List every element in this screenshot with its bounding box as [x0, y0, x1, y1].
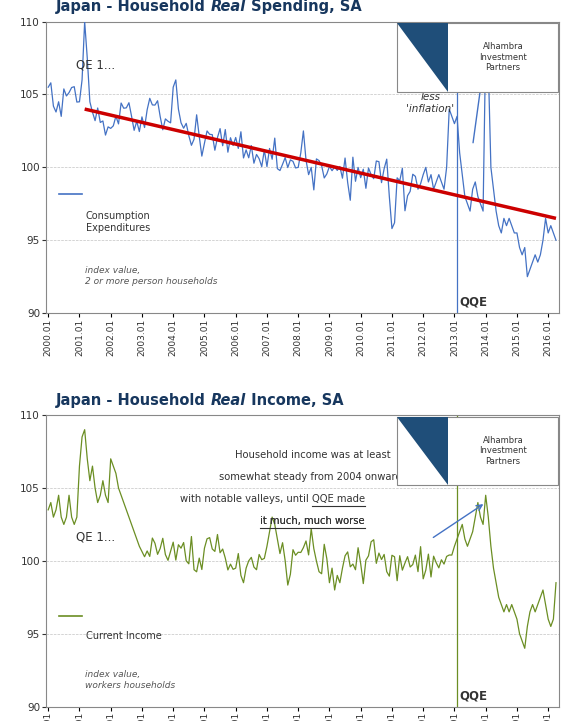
Text: QQE: QQE — [459, 296, 488, 309]
Text: somewhat steady from 2004 onward,: somewhat steady from 2004 onward, — [219, 472, 405, 482]
Text: index value,
workers households: index value, workers households — [85, 670, 175, 689]
Text: Current Income: Current Income — [86, 631, 162, 641]
Text: QQE made: QQE made — [312, 494, 365, 504]
FancyBboxPatch shape — [397, 23, 557, 92]
Text: Income, SA: Income, SA — [246, 393, 344, 408]
Text: with notable valleys, until: with notable valleys, until — [181, 494, 312, 504]
Polygon shape — [397, 23, 449, 92]
Text: it much, much worse: it much, much worse — [260, 516, 365, 526]
Text: Japan - Household: Japan - Household — [56, 393, 211, 408]
Text: QE 1...: QE 1... — [76, 58, 116, 71]
Text: index value,
2 or more person households: index value, 2 or more person households — [85, 267, 217, 286]
Text: QQE: QQE — [459, 689, 488, 702]
Text: it much, much worse: it much, much worse — [260, 516, 365, 526]
Text: Real: Real — [211, 0, 246, 14]
Text: Japan - Household: Japan - Household — [56, 0, 211, 14]
Text: Alhambra
Investment
Partners: Alhambra Investment Partners — [479, 43, 527, 72]
Text: Consumption
Expenditures: Consumption Expenditures — [86, 211, 150, 233]
Text: less
'inflation': less 'inflation' — [406, 92, 454, 114]
Text: Household income was at least: Household income was at least — [234, 450, 390, 460]
Text: Real: Real — [211, 393, 246, 408]
Text: Spending, SA: Spending, SA — [246, 0, 362, 14]
Polygon shape — [397, 417, 449, 485]
FancyBboxPatch shape — [397, 417, 557, 485]
Text: QE 1...: QE 1... — [76, 531, 116, 544]
Text: Alhambra
Investment
Partners: Alhambra Investment Partners — [479, 436, 527, 466]
